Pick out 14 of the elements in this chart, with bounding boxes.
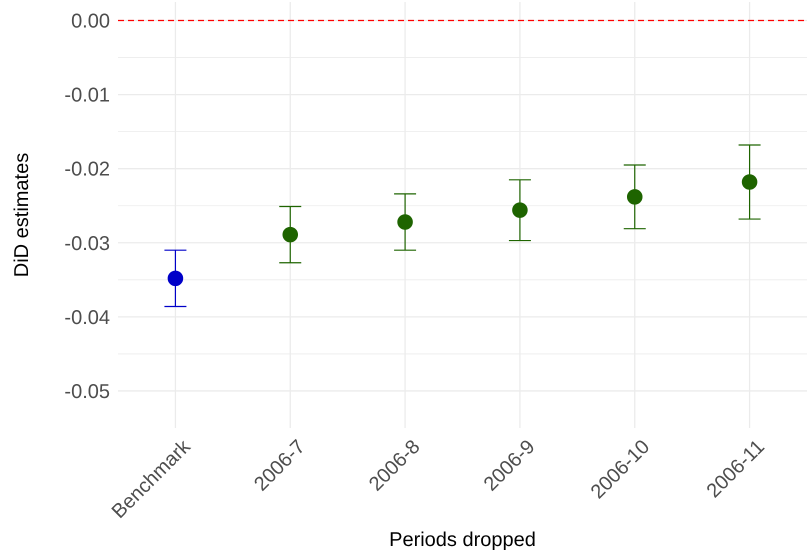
y-tick-label: -0.05 <box>64 380 110 403</box>
point <box>282 226 298 242</box>
point <box>512 202 528 218</box>
y-tick-label: -0.02 <box>64 158 110 181</box>
y-tick-label: -0.03 <box>64 232 110 255</box>
x-axis-title: Periods dropped <box>389 529 536 550</box>
point <box>742 174 758 190</box>
point <box>626 189 643 205</box>
y-axis-title: DiD estimates <box>11 152 33 278</box>
y-tick-label: 0.00 <box>71 10 110 33</box>
point <box>168 270 184 286</box>
point <box>397 214 413 230</box>
y-tick-label: -0.04 <box>64 306 110 329</box>
y-tick-label: -0.01 <box>64 84 110 107</box>
